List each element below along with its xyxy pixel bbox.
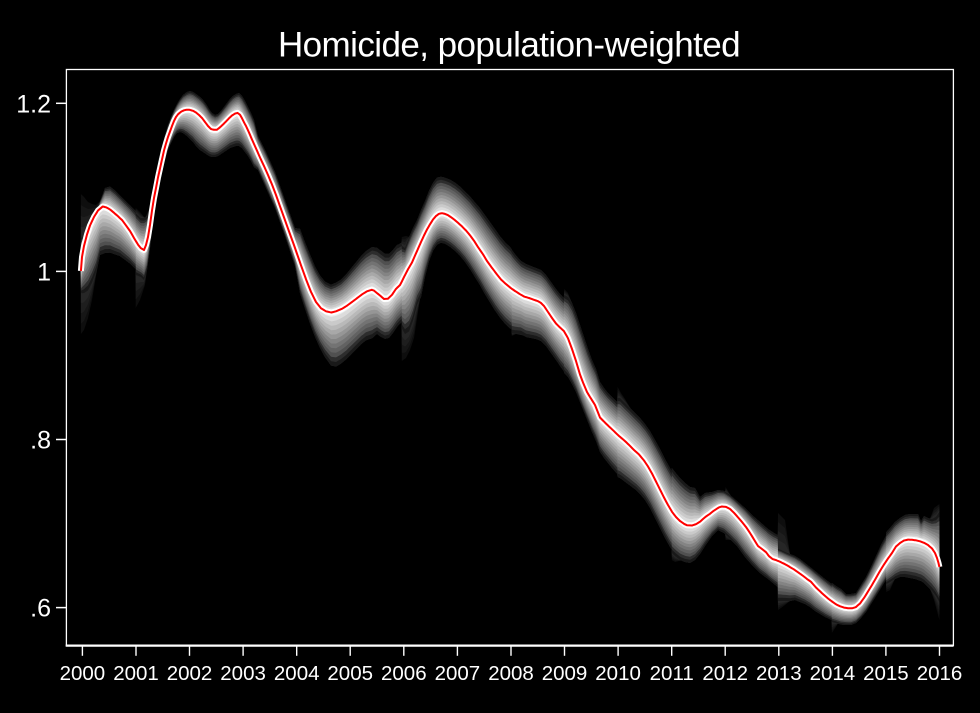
svg-text:2005: 2005	[327, 662, 373, 685]
svg-text:1: 1	[37, 258, 51, 286]
svg-text:2009: 2009	[542, 662, 588, 685]
svg-text:1.2: 1.2	[16, 90, 51, 118]
svg-text:2015: 2015	[863, 662, 909, 685]
svg-text:2014: 2014	[810, 662, 856, 685]
svg-text:2001: 2001	[113, 662, 159, 685]
svg-text:2002: 2002	[167, 662, 213, 685]
svg-text:2010: 2010	[595, 662, 641, 685]
svg-text:.8: .8	[30, 427, 51, 455]
svg-text:2012: 2012	[702, 662, 748, 685]
svg-text:2000: 2000	[60, 662, 106, 685]
svg-text:2011: 2011	[650, 662, 694, 685]
svg-text:.6: .6	[30, 595, 51, 623]
svg-text:Homicide, population-weighted: Homicide, population-weighted	[278, 26, 740, 65]
svg-text:2016: 2016	[917, 662, 963, 685]
svg-text:2013: 2013	[756, 662, 802, 685]
svg-text:2006: 2006	[381, 662, 427, 685]
svg-text:2008: 2008	[488, 662, 534, 685]
svg-text:2004: 2004	[274, 662, 320, 685]
svg-text:2003: 2003	[220, 662, 266, 685]
svg-text:2007: 2007	[435, 662, 481, 685]
